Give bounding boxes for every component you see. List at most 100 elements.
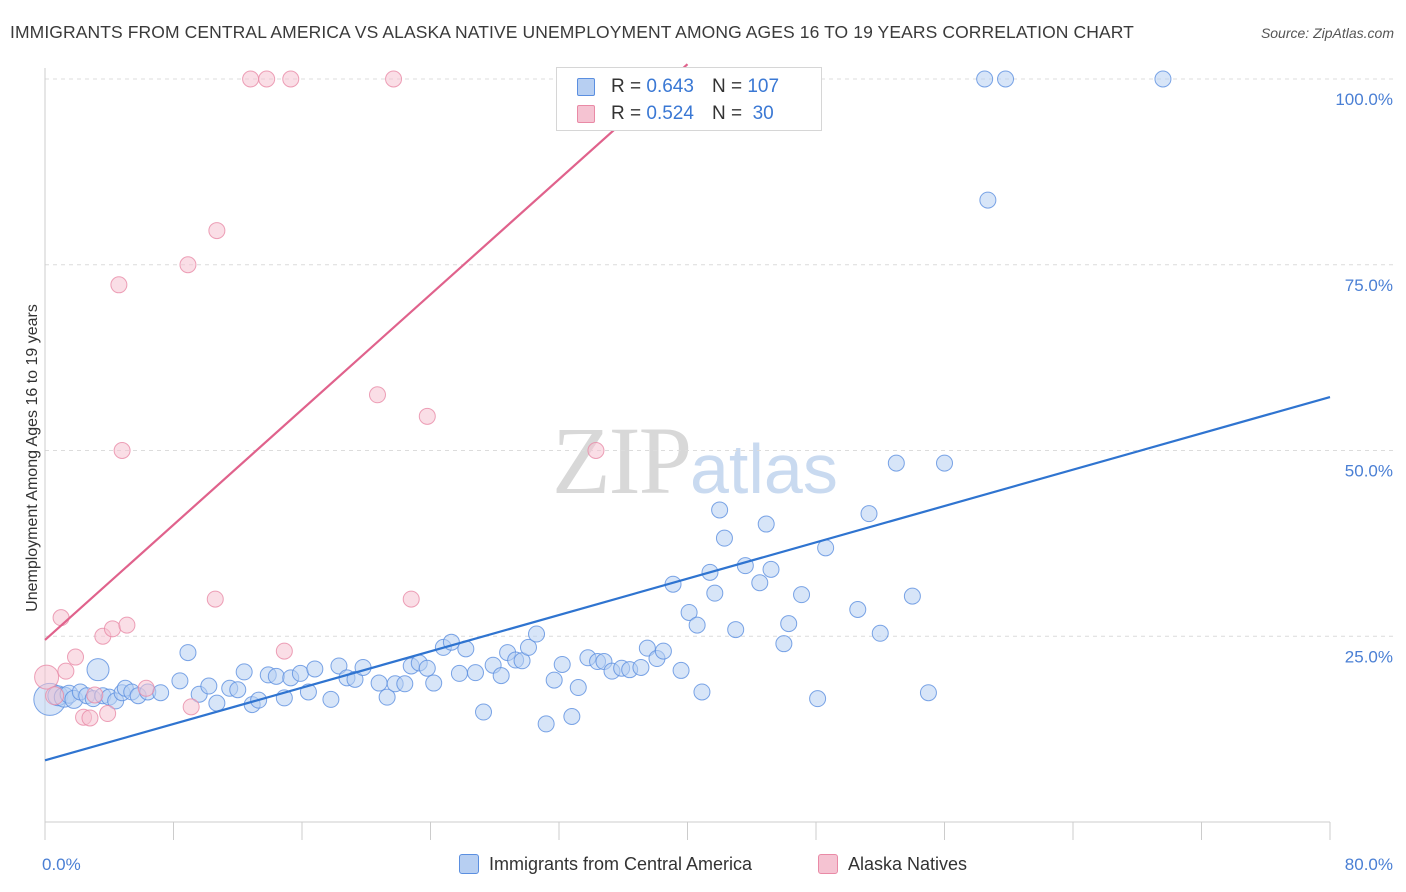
data-point-alaska-natives xyxy=(282,70,300,88)
data-point-central-america xyxy=(306,660,324,678)
data-point-central-america xyxy=(519,638,537,656)
legend-r-label: R = xyxy=(611,76,642,97)
data-point-alaska-natives xyxy=(34,664,60,690)
data-point-central-america xyxy=(860,505,878,523)
data-point-central-america xyxy=(466,664,484,682)
data-point-central-america xyxy=(780,615,798,633)
data-point-alaska-natives xyxy=(242,70,260,88)
trend-lines xyxy=(44,63,1331,762)
data-point-central-america xyxy=(919,684,937,702)
legend-row-blue: R = 0.643 N = 107 xyxy=(577,74,779,100)
data-point-central-america xyxy=(450,664,468,682)
data-point-central-america xyxy=(638,639,656,657)
data-point-central-america xyxy=(235,663,253,681)
data-point-central-america xyxy=(976,70,994,88)
legend-swatch-pink xyxy=(577,105,595,123)
data-point-alaska-natives xyxy=(113,442,131,459)
watermark: ZIPatlas xyxy=(552,405,838,516)
data-point-central-america xyxy=(396,675,414,693)
data-point-central-america xyxy=(267,667,285,685)
source-label: Source: ZipAtlas.com xyxy=(1260,25,1394,41)
bottom-legend-swatch-blue xyxy=(459,854,479,874)
data-point-central-america xyxy=(208,694,226,712)
data-point-alaska-natives xyxy=(103,620,121,638)
data-point-alaska-natives xyxy=(99,705,117,723)
legend-n-label: N = xyxy=(711,103,743,124)
data-point-central-america xyxy=(997,70,1015,88)
trend-line-alaska-natives xyxy=(44,63,689,641)
data-point-alaska-natives xyxy=(418,407,436,425)
data-point-central-america xyxy=(425,674,443,692)
data-point-alaska-natives xyxy=(385,70,403,88)
data-point-central-america xyxy=(979,191,997,209)
chart-title: IMMIGRANTS FROM CENTRAL AMERICA VS ALASK… xyxy=(10,22,1134,42)
data-point-central-america xyxy=(680,603,698,621)
data-point-alaska-natives xyxy=(275,642,293,660)
data-point-alaska-natives xyxy=(86,686,104,704)
data-point-central-america xyxy=(1154,70,1172,88)
bottom-legend-label-pink: Alaska Natives xyxy=(848,853,968,874)
data-point-central-america xyxy=(152,684,170,702)
data-point-central-america xyxy=(537,715,555,733)
data-point-alaska-natives xyxy=(182,698,200,716)
data-point-central-america xyxy=(775,635,793,653)
data-point-central-america xyxy=(200,677,218,695)
tick-labels: 25.0% 50.0% 75.0% 100.0% 0.0% 80.0% xyxy=(42,90,1393,874)
data-point-central-america xyxy=(346,670,364,688)
data-point-central-america xyxy=(727,621,745,639)
data-point-central-america xyxy=(179,644,197,662)
legend-n-value: 107 xyxy=(747,76,780,97)
data-point-central-america xyxy=(793,586,811,604)
legend-r-value: 0.524 xyxy=(646,103,694,124)
data-point-central-america xyxy=(330,657,348,675)
data-point-central-america xyxy=(809,690,827,708)
x-tick-label-right: 80.0% xyxy=(1345,855,1393,874)
data-point-alaska-natives xyxy=(368,386,386,404)
data-point-central-america xyxy=(887,454,905,472)
y-tick-label: 100.0% xyxy=(1335,90,1393,109)
y-tick-label: 50.0% xyxy=(1345,462,1393,481)
axes xyxy=(44,68,1331,840)
data-points xyxy=(33,70,1172,733)
data-point-central-america xyxy=(563,707,581,725)
data-point-central-america xyxy=(291,664,309,682)
data-point-alaska-natives xyxy=(137,679,155,697)
legend-n-label: N = xyxy=(711,76,743,97)
data-point-alaska-natives xyxy=(208,222,226,240)
data-point-central-america xyxy=(936,454,953,472)
y-axis-label: Unemployment Among Ages 16 to 19 years xyxy=(24,304,41,612)
data-point-central-america xyxy=(762,560,780,578)
bottom-legend-swatch-pink xyxy=(818,854,838,874)
legend-r-label: R = xyxy=(611,103,642,124)
trend-line-central-america xyxy=(44,395,1331,762)
data-point-alaska-natives xyxy=(587,442,605,459)
data-point-central-america xyxy=(688,616,706,634)
data-point-alaska-natives xyxy=(206,590,224,608)
data-point-central-america xyxy=(757,515,775,533)
bottom-legend-label-blue: Immigrants from Central America xyxy=(489,853,753,874)
data-point-alaska-natives xyxy=(67,648,85,666)
legend-r-value: 0.643 xyxy=(646,76,694,97)
data-point-central-america xyxy=(569,679,587,697)
data-point-alaska-natives xyxy=(179,256,197,274)
data-point-central-america xyxy=(849,601,867,619)
watermark-zip: ZIP xyxy=(552,407,692,514)
legend-row-pink: R = 0.524 N = 30 xyxy=(577,101,774,127)
data-point-alaska-natives xyxy=(110,276,128,294)
stats-legend: R = 0.643 N = 107 R = 0.524 N = 30 xyxy=(556,67,822,131)
data-point-alaska-natives xyxy=(45,686,65,706)
bottom-legend-pink: Alaska Natives xyxy=(818,852,967,876)
data-point-central-america xyxy=(871,624,889,642)
data-point-central-america xyxy=(711,501,729,519)
y-tick-label: 25.0% xyxy=(1345,647,1393,666)
data-point-central-america xyxy=(229,681,247,699)
data-point-central-america xyxy=(903,587,921,605)
legend-n-value: 30 xyxy=(747,103,774,124)
data-point-central-america xyxy=(632,658,650,676)
data-point-central-america xyxy=(492,667,510,685)
data-point-central-america xyxy=(370,674,388,692)
data-point-alaska-natives xyxy=(57,662,75,680)
data-point-central-america xyxy=(715,529,733,547)
data-point-central-america xyxy=(528,625,546,643)
